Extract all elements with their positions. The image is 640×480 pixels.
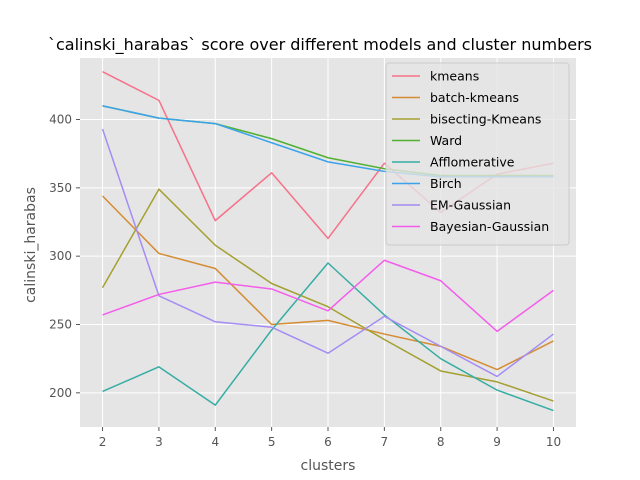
- legend-label: Birch: [430, 176, 462, 191]
- x-tick-label: 3: [155, 435, 163, 449]
- legend: kmeans batch-kmeans bisecting-Kmeans Ward Af…: [385, 62, 570, 246]
- y-tick-label: 400: [49, 113, 72, 127]
- y-tick-label: 350: [49, 181, 72, 195]
- legend-box: [385, 62, 570, 246]
- series-lines: [101, 70, 554, 412]
- x-tick-label: 2: [99, 435, 107, 449]
- x-tick-label: 4: [211, 435, 219, 449]
- x-tick-label: 10: [546, 435, 561, 449]
- y-axis-ticks: 200 250 300 350 400: [49, 113, 80, 400]
- x-axis-label: clusters: [301, 458, 356, 474]
- y-tick-label: 300: [49, 249, 72, 263]
- x-tick-label: 6: [324, 435, 332, 449]
- series-line-5: [102, 262, 554, 412]
- x-tick-label: 9: [493, 435, 501, 449]
- y-tick-label: 250: [49, 318, 72, 332]
- legend-label: Bayesian-Gaussian: [430, 219, 549, 234]
- y-tick-label: 200: [49, 386, 72, 400]
- series-line-2: [102, 195, 554, 371]
- series-line-7: [101, 128, 554, 378]
- series-line-3: [101, 188, 554, 402]
- x-tick-label: 8: [437, 435, 445, 449]
- legend-label: kmeans: [430, 69, 479, 84]
- legend-label: batch-kmeans: [430, 90, 519, 105]
- legend-label: bisecting-Kmeans: [430, 112, 541, 127]
- x-axis-ticks: 2 3 4 5 6 7 8 9 10: [99, 427, 561, 449]
- series-line-8: [102, 259, 554, 333]
- y-axis-label: calinski_harabas: [23, 187, 39, 303]
- legend-label: EM-Gaussian: [430, 198, 511, 213]
- chart-title: `calinski_harabas` score over different …: [48, 35, 592, 55]
- x-tick-label: 5: [268, 435, 276, 449]
- legend-label: Afflomerative: [430, 155, 515, 170]
- x-tick-label: 7: [381, 435, 389, 449]
- legend-label: Ward: [430, 133, 462, 148]
